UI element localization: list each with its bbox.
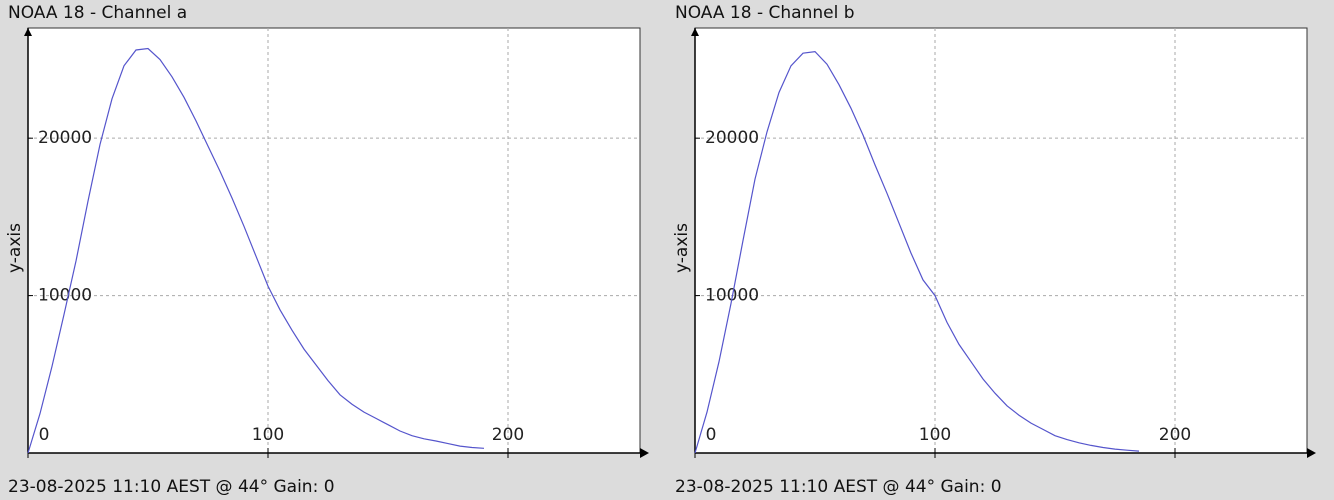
y-axis-label: y-axis xyxy=(672,223,692,273)
chart-title: NOAA 18 - Channel a xyxy=(8,3,187,23)
x-axis-arrow xyxy=(640,448,649,458)
plot-area xyxy=(27,27,641,454)
chart-title: NOAA 18 - Channel b xyxy=(675,3,855,23)
y-tick-label: 20000 xyxy=(38,128,92,148)
caption: 23-08-2025 11:10 AEST @ 44° Gain: 0 xyxy=(675,477,1002,497)
y-tick-label: 10000 xyxy=(38,286,92,306)
x-tick-label: 100 xyxy=(919,425,951,445)
x-tick-label: 0 xyxy=(706,425,717,445)
x-tick-label: 0 xyxy=(39,425,50,445)
x-tick-label: 200 xyxy=(1159,425,1191,445)
y-axis-arrow xyxy=(691,28,699,36)
x-axis-arrow xyxy=(1307,448,1316,458)
x-tick-label: 100 xyxy=(252,425,284,445)
y-axis-arrow xyxy=(24,28,32,36)
x-tick-label: 200 xyxy=(492,425,524,445)
caption: 23-08-2025 11:10 AEST @ 44° Gain: 0 xyxy=(8,477,335,497)
data-line xyxy=(27,47,485,454)
y-axis-label: y-axis xyxy=(5,223,25,273)
plot-area xyxy=(694,27,1308,454)
data-line xyxy=(694,50,1140,454)
y-tick-label: 20000 xyxy=(705,128,759,148)
